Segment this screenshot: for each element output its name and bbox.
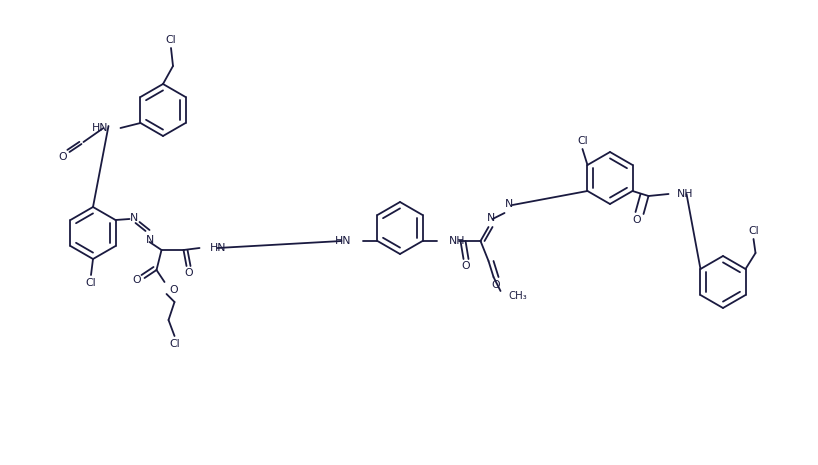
Text: Cl: Cl [169, 339, 180, 349]
Text: NH: NH [676, 189, 693, 199]
Text: HN: HN [335, 236, 352, 246]
Text: N: N [505, 199, 513, 209]
Text: N: N [146, 235, 154, 245]
Text: O: O [184, 268, 193, 278]
Text: O: O [491, 280, 500, 290]
Text: N: N [129, 213, 137, 223]
Text: Cl: Cl [578, 136, 588, 146]
Text: Cl: Cl [166, 35, 177, 45]
Text: CH₃: CH₃ [509, 291, 528, 301]
Text: O: O [632, 215, 640, 225]
Text: O: O [461, 261, 470, 271]
Text: O: O [58, 152, 67, 162]
Text: HN: HN [92, 123, 109, 133]
Text: Cl: Cl [748, 226, 759, 236]
Text: N: N [487, 213, 495, 223]
Text: Cl: Cl [86, 278, 97, 288]
Text: HN: HN [209, 243, 226, 253]
Text: O: O [133, 275, 141, 285]
Text: O: O [169, 285, 178, 295]
Text: NH: NH [448, 236, 465, 246]
